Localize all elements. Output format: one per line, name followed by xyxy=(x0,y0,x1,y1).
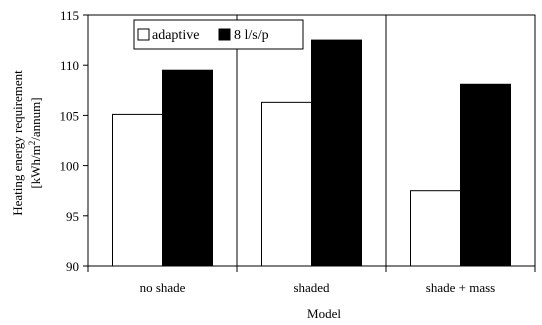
y-axis-title-line2: [kWh/m2/annum] xyxy=(27,97,43,188)
bar-adaptive-shade-mass xyxy=(410,190,461,267)
bar-adaptive-shaded xyxy=(261,101,312,267)
legend-swatch-adaptive xyxy=(137,28,150,41)
y-tick-label: 90 xyxy=(66,259,79,274)
bar-8-l-s-p-shade-mass xyxy=(460,83,511,267)
bar-8-l-s-p-no-shade xyxy=(162,69,213,267)
legend-label-adaptive: adaptive xyxy=(152,28,199,43)
legend-swatch-8lsp xyxy=(218,28,231,41)
y-axis-title: Heating energy requirement [kWh/m2/annum… xyxy=(10,70,43,216)
x-category-label: no shade xyxy=(140,280,186,295)
legend: adaptive 8 l/s/p xyxy=(133,19,304,50)
y-tick-label: 110 xyxy=(60,58,79,73)
y-tick-label: 115 xyxy=(60,8,79,23)
plot-area: 90 95 100 105 110 115 no shade shaded shade + ma… xyxy=(60,8,536,295)
y-tick-label: 95 xyxy=(66,209,79,224)
plot-frame xyxy=(87,14,536,267)
bar-adaptive-no-shade xyxy=(112,113,163,267)
y-tick-label: 105 xyxy=(60,108,80,123)
bar-8-l-s-p-shaded xyxy=(311,39,362,267)
x-category-label: shade + mass xyxy=(426,280,495,295)
y-axis-title-line1: Heating energy requirement xyxy=(10,70,25,216)
x-category-label: shaded xyxy=(293,280,330,295)
x-axis-title: Model xyxy=(307,306,341,321)
y-tick-label: 100 xyxy=(60,159,80,174)
legend-label-8lsp: 8 l/s/p xyxy=(234,28,269,43)
